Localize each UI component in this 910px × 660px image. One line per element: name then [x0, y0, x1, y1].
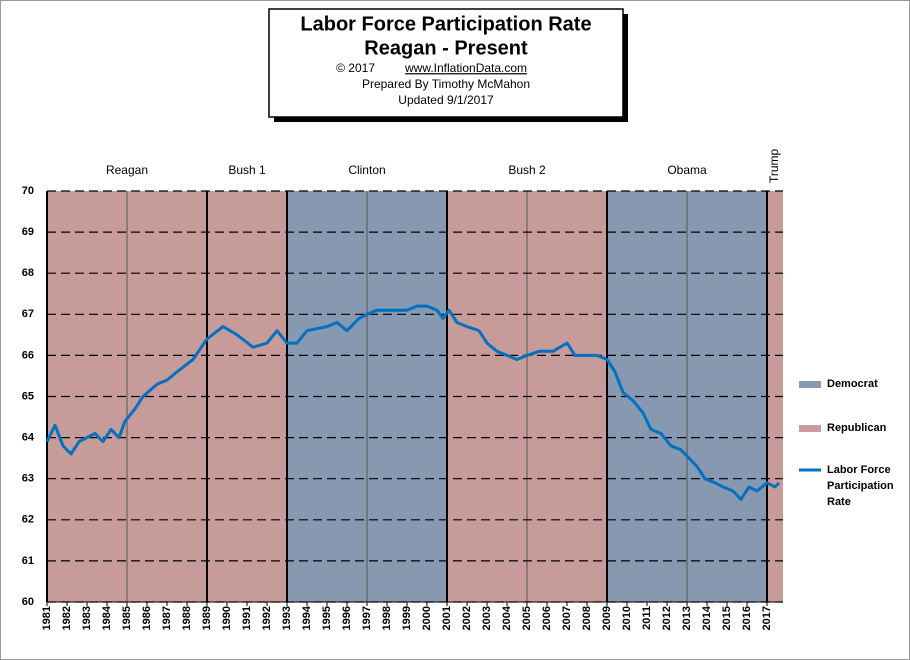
- x-tick-label: 1995: [321, 606, 333, 630]
- x-tick-label: 1993: [281, 606, 293, 630]
- x-tick-label: 1997: [361, 606, 373, 630]
- legend-swatch: [799, 381, 821, 388]
- legend-label: Labor Force Participation Rate: [827, 464, 894, 508]
- x-tick-label: 1983: [81, 606, 93, 630]
- x-tick-label: 2004: [501, 605, 513, 630]
- x-tick-label: 1982: [61, 606, 73, 630]
- x-tick-label: 1994: [301, 605, 313, 630]
- president-label: Clinton: [348, 163, 385, 177]
- x-tick-label: 1992: [261, 606, 273, 630]
- y-tick-label: 69: [22, 226, 34, 238]
- chart-title: Labor Force Participation Rate: [300, 13, 591, 35]
- x-tick-label: 2017: [761, 606, 773, 630]
- x-tick-label: 2003: [481, 606, 493, 630]
- updated: Updated 9/1/2017: [398, 93, 494, 107]
- y-tick-label: 60: [22, 596, 34, 608]
- legend-swatch: [799, 425, 821, 432]
- x-tick-label: 2000: [421, 606, 433, 630]
- x-tick-label: 2002: [461, 606, 473, 630]
- legend-label: Democrat: [827, 378, 878, 390]
- president-label: Bush 2: [508, 163, 546, 177]
- y-tick-label: 64: [22, 432, 35, 444]
- y-tick-label: 63: [22, 473, 34, 485]
- y-tick-label: 70: [22, 185, 34, 197]
- x-tick-label: 1985: [121, 606, 133, 630]
- x-tick-label: 2009: [601, 606, 613, 630]
- x-tick-label: 1987: [161, 606, 173, 630]
- y-tick-label: 65: [22, 390, 34, 402]
- x-tick-label: 2016: [741, 606, 753, 630]
- president-label: Obama: [667, 163, 707, 177]
- data-line: [45, 304, 781, 501]
- x-tick-label: 2013: [681, 606, 693, 630]
- x-tick-label: 1991: [241, 606, 253, 630]
- y-tick-label: 61: [22, 555, 34, 567]
- x-tick-label: 1998: [381, 606, 393, 630]
- x-tick-label: 2005: [521, 606, 533, 630]
- plot-area: [45, 190, 783, 606]
- x-tick-label: 2001: [441, 606, 453, 630]
- x-tick-label: 2010: [621, 606, 633, 630]
- x-tick-label: 1981: [41, 606, 53, 630]
- y-tick-label: 68: [22, 267, 34, 279]
- y-tick-label: 62: [22, 514, 34, 526]
- x-tick-label: 1996: [341, 606, 353, 630]
- x-tick-label: 1989: [201, 606, 213, 630]
- x-tick-label: 2015: [721, 606, 733, 630]
- chart-subtitle: Reagan - Present: [364, 37, 528, 59]
- x-tick-label: 2006: [541, 606, 553, 630]
- x-tick-label: 2012: [661, 606, 673, 630]
- title-box: [268, 8, 624, 118]
- y-tick-label: 66: [22, 349, 34, 361]
- x-tick-label: 2011: [641, 606, 653, 630]
- x-tick-label: 1984: [101, 605, 113, 630]
- y-tick-label: 67: [22, 308, 34, 320]
- x-tick-label: 2014: [701, 605, 713, 630]
- x-tick-label: 1988: [181, 606, 193, 630]
- x-tick-label: 2007: [561, 606, 573, 630]
- copyright: © 2017: [336, 61, 375, 75]
- x-tick-label: 1986: [141, 606, 153, 630]
- website: www.InflationData.com: [404, 61, 527, 75]
- president-label: Bush 1: [228, 163, 266, 177]
- president-label: Trump: [767, 148, 781, 183]
- x-tick-label: 2008: [581, 606, 593, 630]
- president-label: Reagan: [106, 163, 148, 177]
- x-tick-label: 1990: [221, 606, 233, 630]
- x-tick-label: 1999: [401, 606, 413, 630]
- legend-label: Republican: [827, 422, 887, 434]
- credit: Prepared By Timothy McMahon: [362, 77, 530, 91]
